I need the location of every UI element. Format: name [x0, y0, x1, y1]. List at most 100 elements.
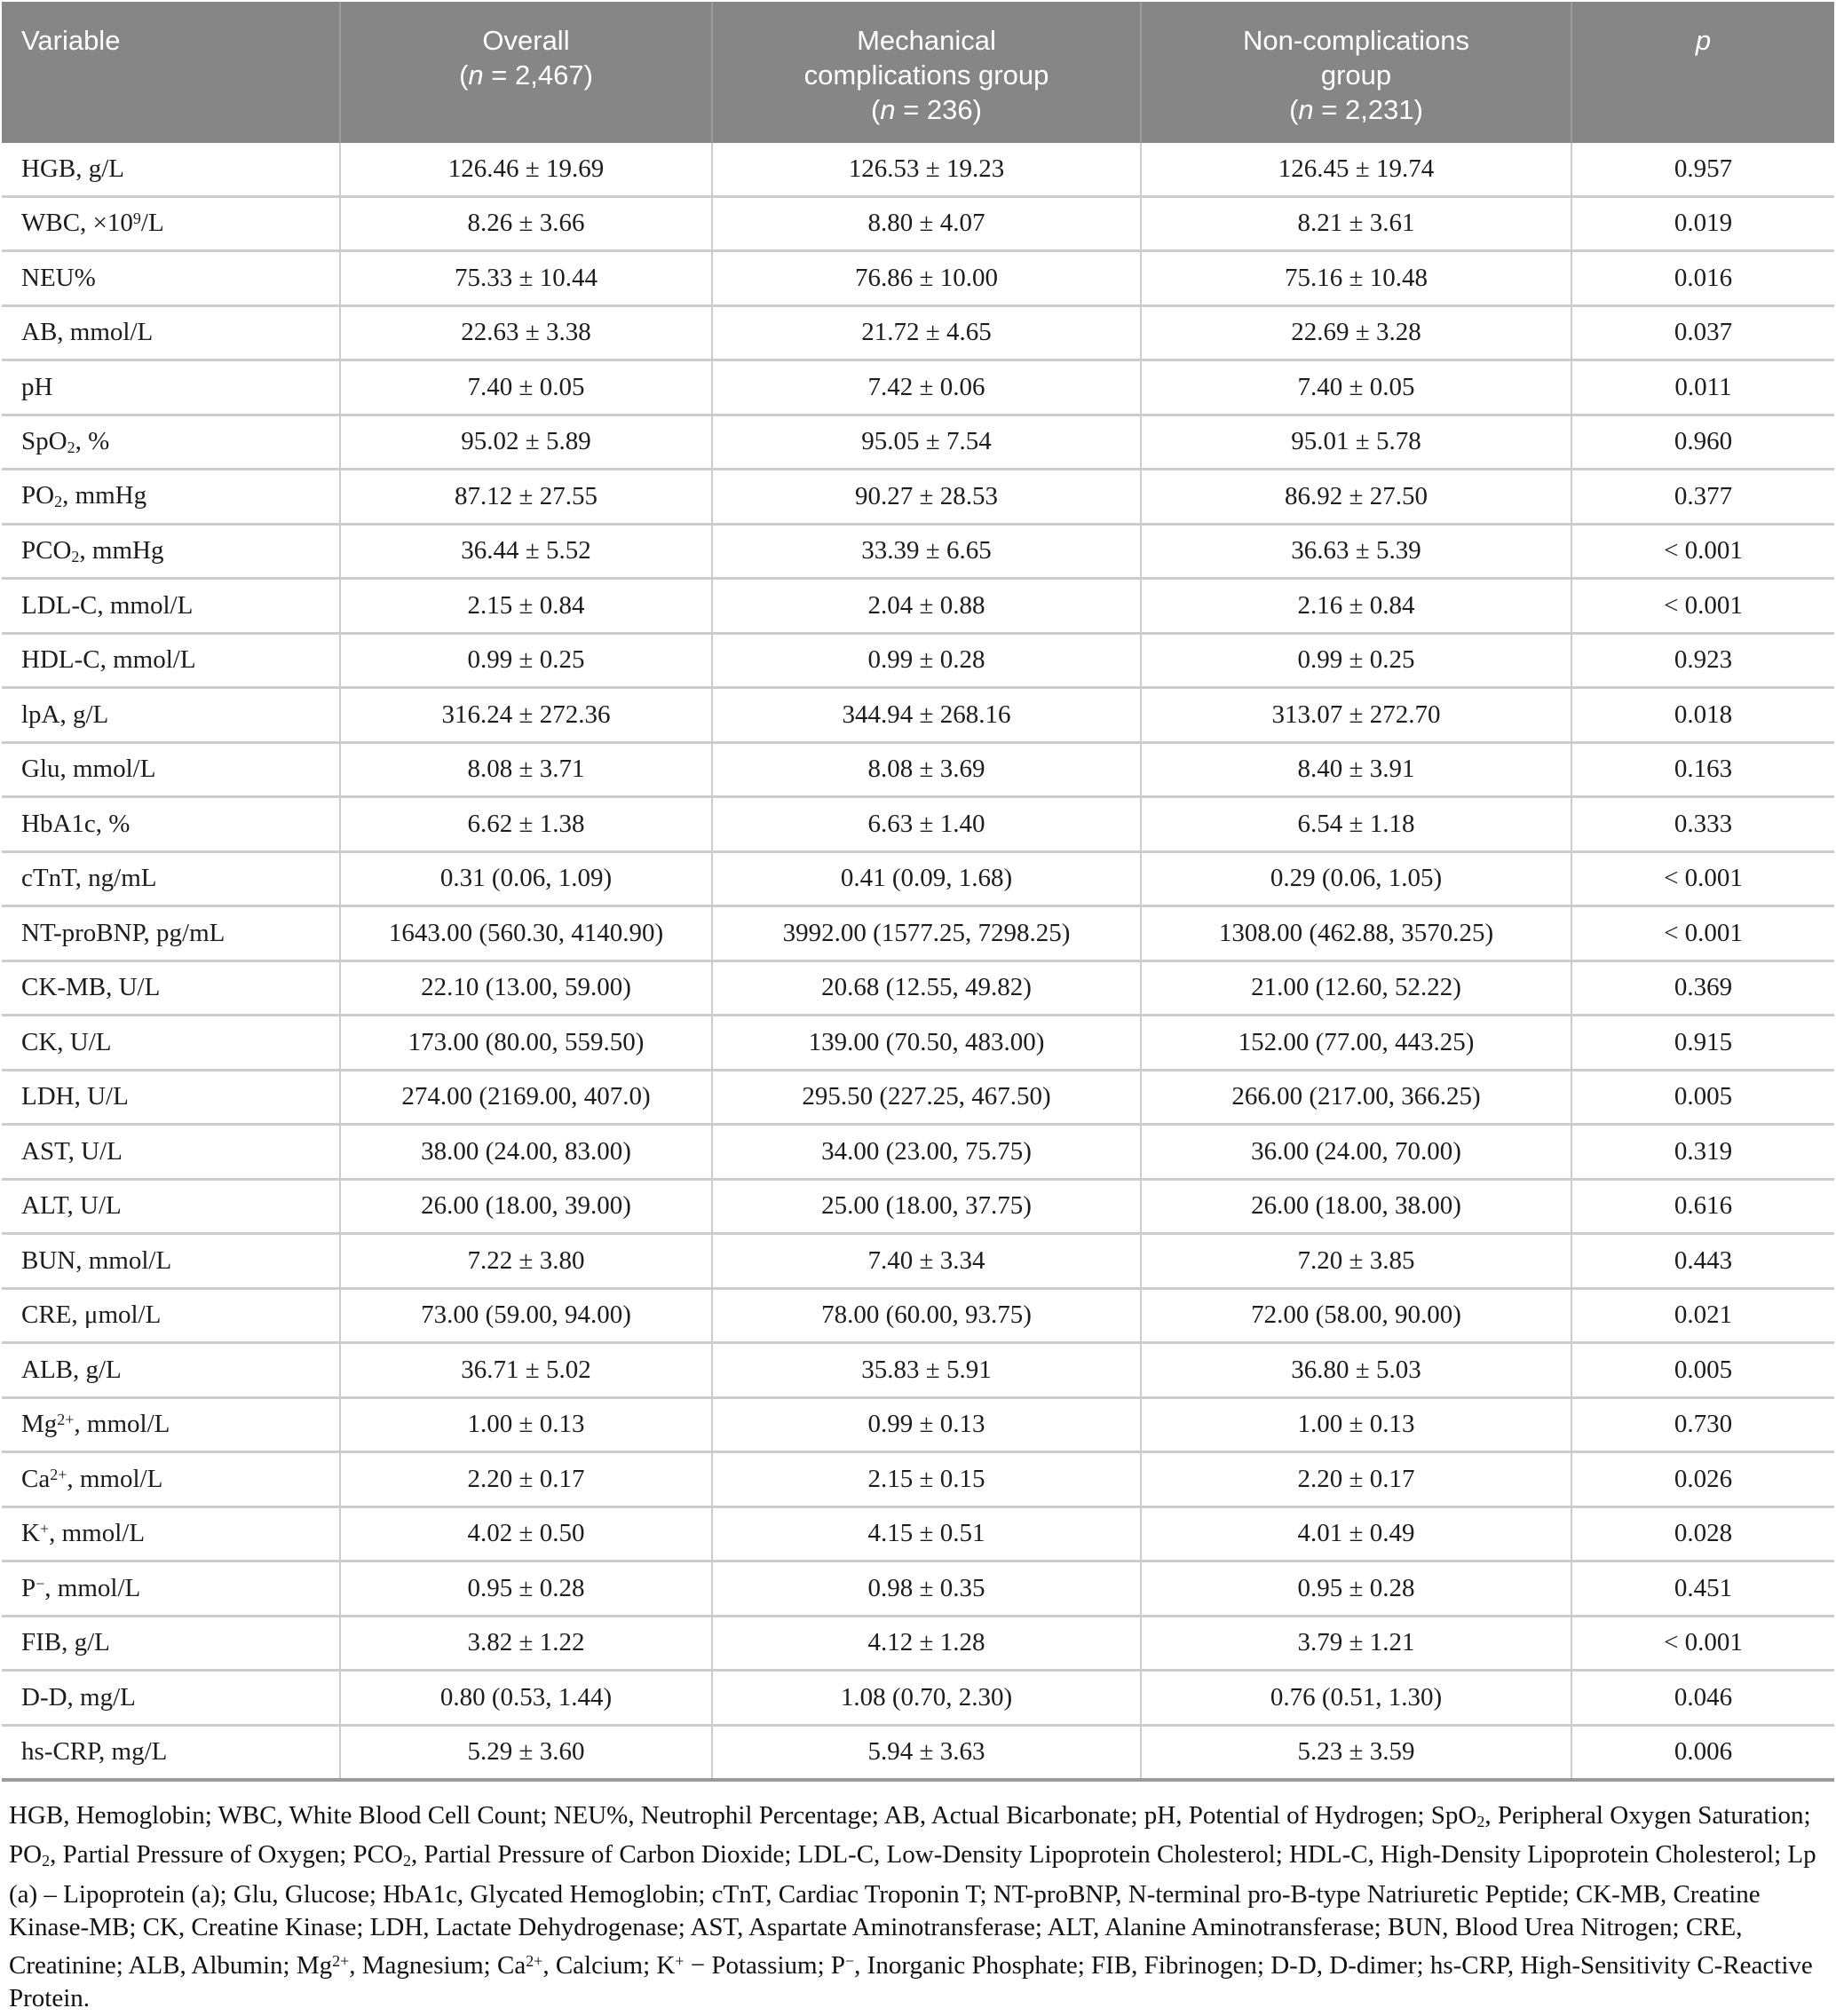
mechanical-value-cell: 344.94 ± 268.16	[711, 686, 1141, 742]
p-value-cell: 0.960	[1571, 413, 1834, 470]
p-value-cell: 0.011	[1571, 359, 1834, 415]
header-row: Variable Overall (n = 2,467) Mechanical co…	[2, 2, 1834, 143]
p-value-cell: 0.016	[1571, 249, 1834, 305]
overall-value-cell: 73.00 (59.00, 94.00)	[339, 1286, 712, 1343]
table-row: WBC, ×109/L 8.26 ± 3.66 8.80 ± 4.07 8.21 ± …	[2, 194, 1834, 251]
noncomplications-value-cell: 0.99 ± 0.25	[1140, 631, 1571, 688]
mechanical-value-cell: 90.27 ± 28.53	[711, 468, 1141, 524]
mechanical-value-cell: 7.42 ± 0.06	[711, 359, 1141, 415]
overall-value-cell: 7.40 ± 0.05	[339, 359, 712, 415]
noncomplications-value-cell: 0.76 (0.51, 1.30)	[1140, 1669, 1571, 1725]
column-header-mechanical-group: Mechanical complications group (n = 236)	[711, 2, 1141, 143]
noncomplications-value-cell: 0.95 ± 0.28	[1140, 1560, 1571, 1616]
overall-value-cell: 3.82 ± 1.22	[339, 1614, 712, 1671]
p-value-cell: 0.333	[1571, 795, 1834, 851]
variable-cell: hs-CRP, mg/L	[2, 1723, 340, 1780]
p-value-cell: 0.451	[1571, 1560, 1834, 1616]
table-row: NT-proBNP, pg/mL 1643.00 (560.30, 4140.90…	[2, 905, 1834, 961]
table-row: CRE, μmol/L 73.00 (59.00, 94.00) 78.00 (60…	[2, 1286, 1834, 1343]
variable-cell: Mg2+, mmol/L	[2, 1395, 340, 1452]
table-row: Mg2+, mmol/L 1.00 ± 0.13 0.99 ± 0.13 1.00 ±…	[2, 1395, 1834, 1452]
p-value-cell: < 0.001	[1571, 850, 1834, 906]
noncomplications-value-cell: 8.40 ± 3.91	[1140, 740, 1571, 797]
table-row: K+, mmol/L 4.02 ± 0.50 4.15 ± 0.51 4.01 ± 0…	[2, 1505, 1834, 1561]
p-value-cell: 0.369	[1571, 959, 1834, 1016]
overall-value-cell: 8.08 ± 3.71	[339, 740, 712, 797]
mechanical-value-cell: 5.94 ± 3.63	[711, 1723, 1141, 1780]
variable-cell: WBC, ×109/L	[2, 194, 340, 251]
column-header-variable: Variable	[2, 2, 340, 143]
mechanical-value-cell: 20.68 (12.55, 49.82)	[711, 959, 1141, 1016]
table-row: HbA1c, % 6.62 ± 1.38 6.63 ± 1.40 6.54 ± 1.1…	[2, 795, 1834, 851]
mechanical-value-cell: 95.05 ± 7.54	[711, 413, 1141, 470]
overall-value-cell: 4.02 ± 0.50	[339, 1505, 712, 1561]
variable-cell: D-D, mg/L	[2, 1669, 340, 1725]
mechanical-value-cell: 33.39 ± 6.65	[711, 522, 1141, 579]
overall-value-cell: 36.71 ± 5.02	[339, 1341, 712, 1397]
overall-value-cell: 173.00 (80.00, 559.50)	[339, 1014, 712, 1070]
baseline-characteristics-table: Variable Overall (n = 2,467) Mechanical co…	[2, 2, 1834, 1782]
table-row: BUN, mmol/L 7.22 ± 3.80 7.40 ± 3.34 7.20 ± …	[2, 1232, 1834, 1288]
variable-cell: Glu, mmol/L	[2, 740, 340, 797]
table-row: ALB, g/L 36.71 ± 5.02 35.83 ± 5.91 36.80 ± …	[2, 1341, 1834, 1397]
overall-value-cell: 7.22 ± 3.80	[339, 1232, 712, 1288]
overall-value-cell: 87.12 ± 27.55	[339, 468, 712, 524]
noncomplications-value-cell: 313.07 ± 272.70	[1140, 686, 1571, 742]
table-row: cTnT, ng/mL 0.31 (0.06, 1.09) 0.41 (0.09, …	[2, 850, 1834, 906]
variable-cell: CK, U/L	[2, 1014, 340, 1070]
mechanical-value-cell: 295.50 (227.25, 467.50)	[711, 1068, 1141, 1125]
variable-cell: CK-MB, U/L	[2, 959, 340, 1016]
table-row: CK-MB, U/L 22.10 (13.00, 59.00) 20.68 (12.…	[2, 959, 1834, 1016]
p-value-cell: < 0.001	[1571, 1614, 1834, 1671]
variable-cell: K+, mmol/L	[2, 1505, 340, 1561]
overall-value-cell: 22.63 ± 3.38	[339, 304, 712, 360]
variable-cell: Ca2+, mmol/L	[2, 1451, 340, 1506]
table-row: CK, U/L 173.00 (80.00, 559.50) 139.00 (70.…	[2, 1014, 1834, 1070]
noncomplications-value-cell: 3.79 ± 1.21	[1140, 1614, 1571, 1671]
variable-cell: HDL-C, mmol/L	[2, 631, 340, 688]
overall-value-cell: 0.95 ± 0.28	[339, 1560, 712, 1616]
noncomplications-value-cell: 8.21 ± 3.61	[1140, 194, 1571, 251]
mechanical-value-cell: 139.00 (70.50, 483.00)	[711, 1014, 1141, 1070]
overall-value-cell: 2.20 ± 0.17	[339, 1451, 712, 1506]
overall-value-cell: 0.80 (0.53, 1.44)	[339, 1669, 712, 1725]
table-row: LDH, U/L 274.00 (2169.00, 407.0) 295.50 (2…	[2, 1068, 1834, 1125]
noncomplications-value-cell: 7.20 ± 3.85	[1140, 1232, 1571, 1288]
p-value-cell: 0.021	[1571, 1286, 1834, 1343]
variable-cell: NEU%	[2, 249, 340, 305]
mechanical-value-cell: 2.04 ± 0.88	[711, 577, 1141, 633]
variable-cell: FIB, g/L	[2, 1614, 340, 1671]
overall-value-cell: 36.44 ± 5.52	[339, 522, 712, 579]
mechanical-value-cell: 0.99 ± 0.13	[711, 1395, 1141, 1452]
mechanical-value-cell: 0.98 ± 0.35	[711, 1560, 1141, 1616]
column-header-overall: Overall (n = 2,467)	[339, 2, 712, 143]
variable-cell: HbA1c, %	[2, 795, 340, 851]
overall-value-cell: 6.62 ± 1.38	[339, 795, 712, 851]
p-value-cell: 0.005	[1571, 1068, 1834, 1125]
variable-cell: PCO2, mmHg	[2, 522, 340, 579]
overall-value-cell: 316.24 ± 272.36	[339, 686, 712, 742]
p-value-cell: 0.915	[1571, 1014, 1834, 1070]
table-row: NEU% 75.33 ± 10.44 76.86 ± 10.00 75.16 ± 10…	[2, 249, 1834, 305]
variable-cell: NT-proBNP, pg/mL	[2, 905, 340, 961]
p-value-cell: 0.028	[1571, 1505, 1834, 1561]
p-value-cell: 0.377	[1571, 468, 1834, 524]
variable-cell: AB, mmol/L	[2, 304, 340, 360]
mechanical-value-cell: 21.72 ± 4.65	[711, 304, 1141, 360]
p-value-cell: 0.443	[1571, 1232, 1834, 1288]
noncomplications-value-cell: 36.80 ± 5.03	[1140, 1341, 1571, 1397]
noncomplications-value-cell: 72.00 (58.00, 90.00)	[1140, 1286, 1571, 1343]
mechanical-value-cell: 0.41 (0.09, 1.68)	[711, 850, 1141, 906]
noncomplications-value-cell: 86.92 ± 27.50	[1140, 468, 1571, 524]
mechanical-value-cell: 8.08 ± 3.69	[711, 740, 1141, 797]
mechanical-value-cell: 76.86 ± 10.00	[711, 249, 1141, 305]
table-row: FIB, g/L 3.82 ± 1.22 4.12 ± 1.28 3.79 ± 1.2…	[2, 1614, 1834, 1671]
p-value-cell: 0.923	[1571, 631, 1834, 688]
table-row: AB, mmol/L 22.63 ± 3.38 21.72 ± 4.65 22.69 …	[2, 304, 1834, 360]
table-row: ALT, U/L 26.00 (18.00, 39.00) 25.00 (18.00…	[2, 1177, 1834, 1234]
table-footnote: HGB, Hemoglobin; WBC, White Blood Cell C…	[9, 1801, 1816, 2013]
noncomplications-value-cell: 2.16 ± 0.84	[1140, 577, 1571, 633]
overall-value-cell: 26.00 (18.00, 39.00)	[339, 1177, 712, 1234]
overall-value-cell: 5.29 ± 3.60	[339, 1723, 712, 1780]
